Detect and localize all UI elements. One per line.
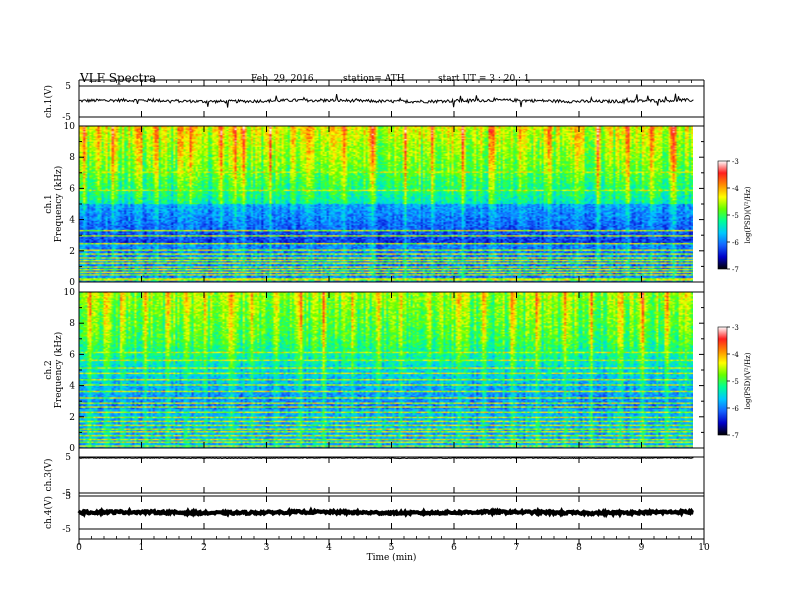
time-tick-label: 3 [264,543,270,553]
start-time-label: start UT = 3 : 20 : 1 [438,74,530,84]
colorbar-label: log(PSD)(V²/Hz) [744,352,752,409]
freq-tick-label: 0 [69,444,75,454]
date-label: Feb. 29, 2016 [251,74,314,84]
freq-tick-label: 2 [69,247,75,257]
figure-title: VLF Spectra [80,71,157,85]
freq-tick-label: 4 [69,216,75,226]
freq-tick-label: 2 [69,413,75,423]
ch3-waveform-trace [79,457,694,460]
amplitude-tick-label: 5 [65,82,71,92]
time-tick-label: 4 [326,543,332,553]
colorbar-tick-label: -6 [732,239,739,247]
amplitude-tick-label: -5 [62,525,71,535]
time-tick-label: 5 [389,543,395,553]
amplitude-axis-label: ch.3(V) [43,459,54,492]
colorbar-tick-label: -7 [732,266,739,274]
freq-tick-label: 10 [64,288,76,298]
channel-label: ch.1 [44,194,54,213]
ch4-waveform-trace [77,506,694,519]
station-label: station= ATH [343,74,405,84]
time-tick-label: 2 [201,543,207,553]
frequency-axis-label: Frequency (kHz) [53,332,64,409]
colorbar-label: log(PSD)(V²/Hz) [744,186,752,243]
freq-tick-label: 8 [69,153,75,163]
time-tick-label: 6 [451,543,457,553]
colorbar-tick-label: -5 [732,378,739,386]
colorbar [717,326,728,436]
colorbar-tick-label: -6 [732,405,739,413]
colorbar-tick-label: -3 [732,324,739,332]
ch1-waveform-trace [79,93,694,108]
freq-tick-label: 6 [69,184,75,194]
ch1-spectrogram-image [79,126,693,282]
time-tick-label: 7 [514,543,520,553]
freq-tick-label: 4 [69,382,75,392]
colorbar-tick-label: -4 [732,185,739,193]
amplitude-axis-label: ch.4(V) [43,496,54,529]
freq-tick-label: 10 [64,122,76,132]
channel-label: ch.2 [44,360,54,379]
amplitude-tick-label: -5 [62,113,71,123]
amplitude-axis-label: ch.1(V) [43,85,54,118]
freq-tick-label: 8 [69,319,75,329]
colorbar [717,160,728,270]
colorbar-tick-label: -5 [732,212,739,220]
freq-tick-label: 6 [69,350,75,360]
time-tick-label: 0 [76,543,82,553]
ch2-spectrogram-image [79,292,693,448]
colorbar-tick-label: -7 [732,432,739,440]
colorbar-tick-label: -4 [732,351,739,359]
freq-tick-label: 0 [69,278,75,288]
amplitude-tick-label: 5 [65,492,71,502]
time-tick-label: 10 [698,543,710,553]
time-tick-label: 9 [639,543,645,553]
amplitude-tick-label: -5 [62,489,71,499]
amplitude-tick-label: 5 [65,453,71,463]
colorbar-tick-label: -3 [732,158,739,166]
time-tick-label: 1 [139,543,145,553]
time-tick-label: 8 [576,543,582,553]
time-axis-label: Time (min) [367,552,417,563]
frequency-axis-label: Frequency (kHz) [53,166,64,243]
